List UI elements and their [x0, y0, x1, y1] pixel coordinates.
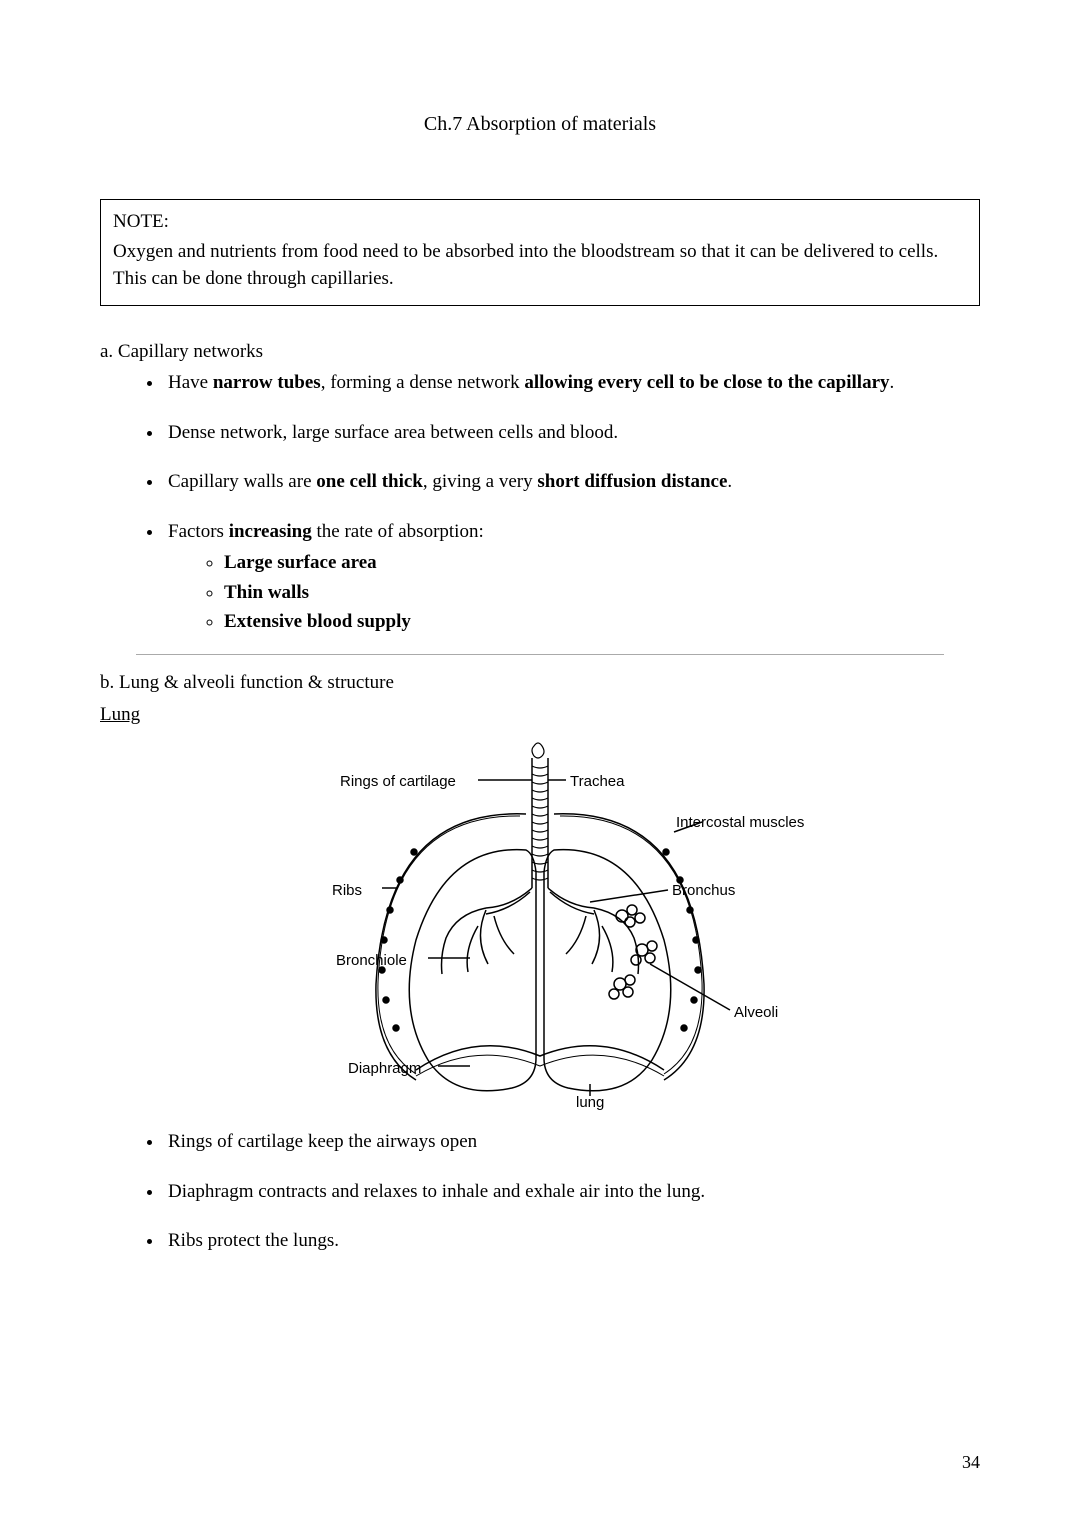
- label-intercostal-muscles: Intercostal muscles: [676, 812, 804, 834]
- text-span: .: [890, 372, 895, 393]
- text-span: Capillary walls are: [168, 471, 316, 492]
- label-trachea: Trachea: [570, 771, 624, 793]
- bold-span: short diffusion distance: [537, 471, 727, 492]
- label-lung: lung: [576, 1092, 604, 1114]
- bold-span: Extensive blood supply: [224, 611, 411, 632]
- bold-span: increasing: [229, 521, 312, 542]
- sub-item: Large surface area: [224, 549, 980, 577]
- divider: [136, 654, 944, 655]
- section-b-heading: b. Lung & alveoli function & structure: [100, 669, 980, 697]
- bold-span: Thin walls: [224, 582, 309, 603]
- label-diaphragm: Diaphragm: [348, 1058, 421, 1080]
- text-span: the rate of absorption:: [312, 521, 484, 542]
- label-bronchiole: Bronchiole: [336, 950, 407, 972]
- bold-span: Large surface area: [224, 552, 377, 573]
- bold-span: narrow tubes: [213, 372, 321, 393]
- list-item: Diaphragm contracts and relaxes to inhal…: [164, 1178, 980, 1206]
- note-box: NOTE: Oxygen and nutrients from food nee…: [100, 199, 980, 306]
- list-item: Have narrow tubes, forming a dense netwo…: [164, 369, 980, 397]
- label-ribs: Ribs: [332, 880, 362, 902]
- list-item: Capillary walls are one cell thick, givi…: [164, 468, 980, 496]
- lung-diagram: Rings of cartilage Trachea Intercostal m…: [270, 740, 810, 1110]
- bold-span: allowing every cell to be close to the c…: [524, 372, 889, 393]
- label-rings-of-cartilage: Rings of cartilage: [340, 771, 456, 793]
- note-label: NOTE:: [113, 208, 967, 236]
- note-text: Oxygen and nutrients from food need to b…: [113, 238, 967, 293]
- bold-span: one cell thick: [316, 471, 423, 492]
- section-a-heading: a. Capillary networks: [100, 338, 980, 366]
- sub-item: Extensive blood supply: [224, 608, 980, 636]
- label-alveoli: Alveoli: [734, 1002, 778, 1024]
- text-span: Factors: [168, 521, 229, 542]
- section-a-list: Have narrow tubes, forming a dense netwo…: [100, 369, 980, 636]
- text-span: Have: [168, 372, 213, 393]
- section-b-subheading: Lung: [100, 701, 980, 729]
- text-span: , giving a very: [423, 471, 538, 492]
- text-span: .: [727, 471, 732, 492]
- page-number: 34: [962, 1449, 980, 1475]
- sub-item: Thin walls: [224, 579, 980, 607]
- sub-list: Large surface area Thin walls Extensive …: [168, 549, 980, 636]
- list-item: Rings of cartilage keep the airways open: [164, 1128, 980, 1156]
- section-b-list: Rings of cartilage keep the airways open…: [100, 1128, 980, 1255]
- list-item: Ribs protect the lungs.: [164, 1227, 980, 1255]
- list-item: Factors increasing the rate of absorptio…: [164, 518, 980, 636]
- text-span: , forming a dense network: [321, 372, 525, 393]
- lung-svg: [270, 740, 810, 1110]
- label-bronchus: Bronchus: [672, 880, 735, 902]
- lung-diagram-wrap: Rings of cartilage Trachea Intercostal m…: [100, 740, 980, 1110]
- list-item: Dense network, large surface area betwee…: [164, 419, 980, 447]
- chapter-title: Ch.7 Absorption of materials: [100, 110, 980, 139]
